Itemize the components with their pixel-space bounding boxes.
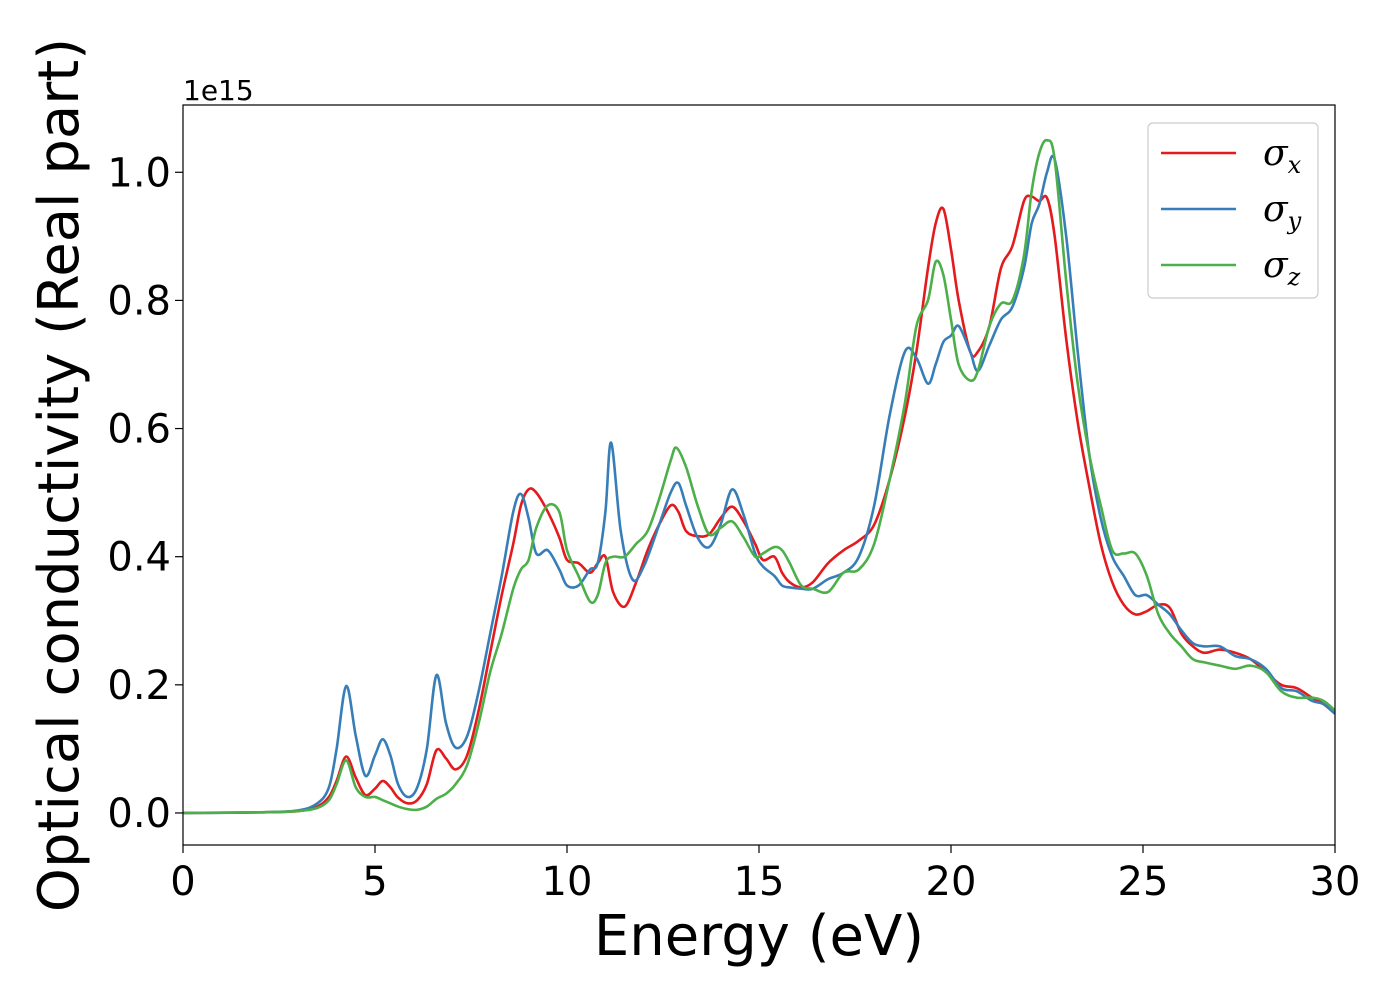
y-tick-label: 0.2 [107, 663, 171, 709]
legend-box [1147, 122, 1319, 299]
legend-label-z: σz [1263, 245, 1301, 291]
legend-label-x: σx [1263, 133, 1302, 179]
legend: σx σy σz [1147, 122, 1319, 299]
y-tick-label: 0.4 [107, 535, 171, 581]
x-axis-title: Energy (eV) [594, 904, 924, 969]
y-tick-label: 1.0 [107, 150, 171, 196]
y-axis-title: Optical conductivity (Real part) [27, 38, 92, 912]
x-tick-label: 30 [1310, 859, 1361, 905]
y-tick-label: 0.0 [107, 791, 171, 837]
y-tick-label: 0.8 [107, 278, 171, 324]
x-tick-label: 0 [170, 859, 195, 905]
series-line-x [183, 194, 1335, 815]
y-offset-label: 1e15 [183, 74, 254, 107]
x-tick-label: 5 [362, 859, 387, 905]
series-line-y [183, 154, 1335, 815]
series-line-z [183, 138, 1335, 815]
x-tick-label: 20 [926, 859, 977, 905]
series-layer [183, 138, 1335, 815]
x-axis-ticks: 0 5 10 15 20 25 30 [170, 845, 1360, 905]
x-tick-label: 25 [1118, 859, 1169, 905]
y-axis-ticks: 0.0 0.2 0.4 0.6 0.8 1.0 [107, 150, 183, 837]
legend-label-y: σy [1263, 189, 1302, 235]
x-tick-label: 15 [734, 859, 785, 905]
x-tick-label: 10 [542, 859, 593, 905]
y-tick-label: 0.6 [107, 407, 171, 453]
